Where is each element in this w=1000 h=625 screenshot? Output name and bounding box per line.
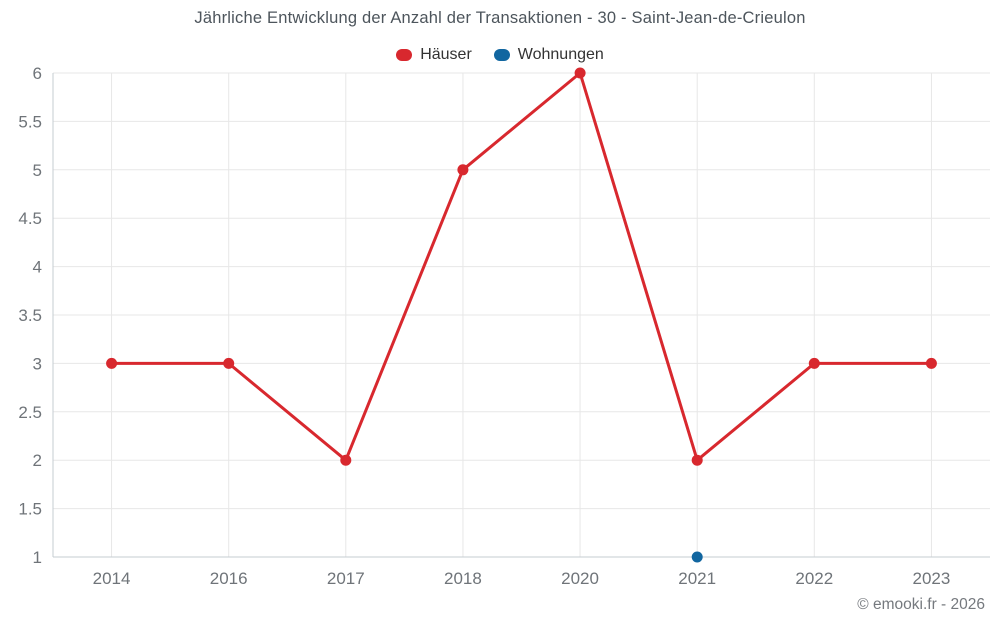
y-tick-label: 6	[33, 64, 42, 83]
x-tick-label: 2023	[913, 569, 951, 588]
legend: Häuser Wohnungen	[0, 46, 1000, 64]
x-tick-label: 2020	[561, 569, 599, 588]
y-tick-label: 2	[33, 451, 42, 470]
y-tick-label: 3	[33, 354, 42, 373]
y-tick-label: 3.5	[18, 306, 42, 325]
legend-marker-icon	[396, 49, 413, 61]
legend-label: Häuser	[420, 46, 472, 63]
x-tick-label: 2018	[444, 569, 482, 588]
series-line-0[interactable]	[110, 71, 933, 462]
credit-link[interactable]: © emooki.fr - 2026	[857, 596, 985, 613]
legend-label: Wohnungen	[517, 46, 604, 63]
series-point-0[interactable]	[691, 454, 703, 466]
legend-marker-icon	[493, 49, 510, 61]
y-tick-label: 4.5	[18, 209, 42, 228]
series-point-0[interactable]	[106, 357, 118, 369]
y-tick-label: 5	[33, 161, 42, 180]
series-point-0[interactable]	[223, 357, 235, 369]
chart-title: Jährliche Entwicklung der Anzahl der Tra…	[194, 9, 806, 27]
x-tick-label: 2022	[795, 569, 833, 588]
x-tick-label: 2016	[210, 569, 248, 588]
x-tick-label: 2014	[93, 569, 131, 588]
legend-item-1[interactable]: Wohnungen	[493, 46, 604, 64]
series-point-0[interactable]	[457, 164, 469, 176]
series-point-0[interactable]	[574, 67, 586, 79]
series-point-0[interactable]	[925, 357, 937, 369]
x-tick-label: 2021	[678, 569, 716, 588]
y-tick-label: 4	[33, 258, 42, 277]
y-tick-label: 1	[33, 548, 42, 567]
legend-item-0[interactable]: Häuser	[396, 46, 472, 64]
y-tick-label: 2.5	[18, 403, 42, 422]
y-tick-label: 5.5	[18, 112, 42, 131]
series-point-0[interactable]	[808, 357, 820, 369]
series-point-0[interactable]	[340, 454, 352, 466]
y-tick-label: 1.5	[18, 500, 42, 519]
series-point-1[interactable]	[691, 551, 703, 563]
x-tick-label: 2017	[327, 569, 365, 588]
